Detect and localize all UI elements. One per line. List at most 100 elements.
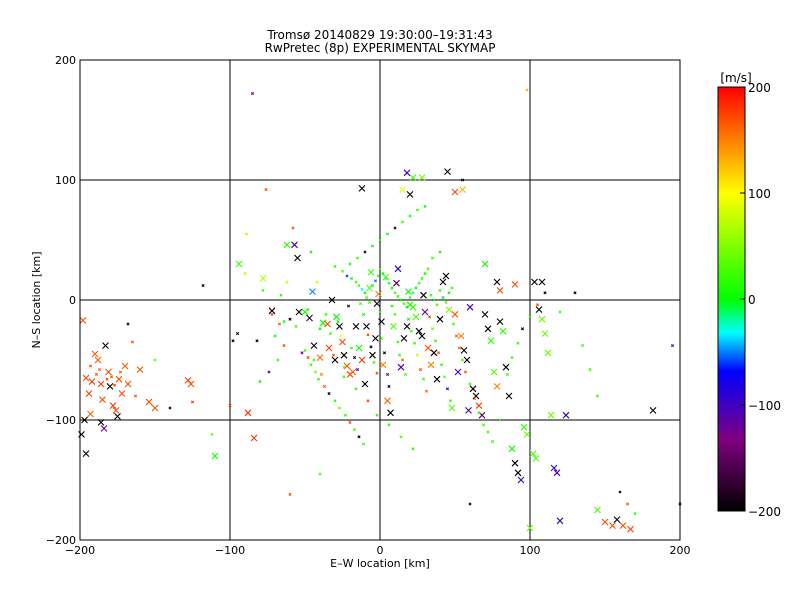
data-point-small-marker: [414, 286, 418, 290]
data-point-small-marker: [288, 492, 292, 496]
data-point-small-marker: [318, 327, 322, 331]
data-point-x-marker: [520, 423, 528, 431]
y-tick-label: 0: [69, 294, 76, 307]
data-point-small-marker: [516, 341, 520, 345]
data-point-small-marker: [427, 315, 432, 319]
colorbar-tick-label: 100: [748, 187, 771, 201]
data-point-small-marker: [460, 178, 465, 182]
data-point-small-marker: [595, 394, 600, 398]
data-point-x-marker: [463, 356, 471, 364]
data-point-small-marker: [243, 272, 247, 276]
data-point-small-marker: [255, 339, 259, 343]
data-point-small-marker: [309, 250, 313, 254]
data-point-small-marker: [441, 296, 445, 300]
data-point-small-marker: [375, 413, 379, 417]
data-point-x-marker: [496, 318, 504, 325]
data-point-small-marker: [420, 276, 424, 280]
data-point-small-marker: [357, 435, 361, 439]
data-point-small-marker: [327, 392, 331, 396]
data-point-small-marker: [126, 322, 130, 326]
data-point-x-marker: [82, 450, 90, 457]
data-point-x-marker: [87, 410, 94, 418]
data-point-small-marker: [535, 303, 540, 307]
data-point-small-marker: [447, 291, 451, 295]
data-point-small-marker: [369, 345, 373, 349]
data-point-x-marker: [460, 347, 468, 354]
data-point-small-marker: [400, 358, 405, 362]
data-point-small-marker: [588, 368, 592, 372]
data-point-small-marker: [403, 372, 408, 376]
data-point-small-marker: [355, 256, 360, 260]
data-point-small-marker: [361, 312, 366, 316]
data-point-small-marker: [358, 302, 363, 306]
data-point-small-marker: [618, 490, 622, 494]
data-point-x-marker: [594, 506, 601, 514]
data-point-small-marker: [430, 256, 435, 260]
data-point-small-marker: [481, 423, 486, 427]
data-point-small-marker: [390, 304, 394, 308]
data-point-x-marker: [100, 425, 108, 432]
data-point-small-marker: [349, 346, 354, 350]
data-point-small-marker: [285, 280, 289, 284]
data-point-x-marker: [481, 260, 489, 268]
data-point-small-marker: [505, 372, 510, 376]
data-point-x-marker: [421, 308, 429, 316]
data-point-x-marker: [538, 278, 546, 286]
data-point-small-marker: [385, 232, 390, 236]
data-point-small-marker: [288, 317, 292, 321]
data-point-x-marker: [511, 281, 519, 288]
data-point-x-marker: [529, 450, 537, 457]
y-tick-label: 100: [55, 174, 76, 187]
data-point-small-marker: [411, 291, 415, 295]
data-point-small-marker: [118, 370, 123, 374]
data-point-x-marker: [333, 313, 340, 321]
data-point-x-marker: [430, 349, 438, 357]
data-point-small-marker: [316, 377, 321, 381]
data-point-small-marker: [354, 387, 358, 391]
data-point-small-marker: [345, 274, 349, 278]
colorbar-tick-label: 200: [748, 81, 771, 95]
data-point-small-marker: [372, 360, 376, 364]
data-point-small-marker: [432, 298, 436, 302]
data-point-x-marker: [493, 278, 501, 286]
data-point-x-marker: [382, 273, 390, 281]
data-point-x-marker: [649, 407, 657, 414]
data-point-small-marker: [258, 380, 262, 384]
data-point-x-marker: [619, 522, 627, 529]
data-point-small-marker: [399, 435, 403, 439]
data-point-x-marker: [358, 185, 366, 192]
data-point-x-marker: [397, 363, 405, 371]
data-point-small-marker: [190, 400, 195, 404]
data-point-x-marker: [114, 413, 121, 420]
data-point-small-marker: [472, 396, 477, 400]
data-point-x-marker: [112, 407, 120, 414]
data-point-x-marker: [79, 317, 87, 324]
data-point-x-marker: [627, 525, 634, 533]
data-point-small-marker: [580, 344, 585, 348]
data-point-small-marker: [324, 312, 328, 316]
data-point-small-marker: [387, 423, 391, 427]
data-point-x-marker: [367, 269, 375, 276]
data-point-small-marker: [270, 312, 274, 316]
data-point-small-marker: [340, 269, 345, 273]
data-point-x-marker: [609, 522, 616, 529]
data-point-small-marker: [498, 418, 502, 422]
data-point-x-marker: [295, 308, 303, 316]
data-point-small-marker: [387, 384, 391, 388]
data-point-x-marker: [457, 332, 465, 340]
data-point-x-marker: [487, 337, 495, 345]
data-point-small-marker: [442, 375, 447, 379]
data-point-x-marker: [481, 311, 489, 318]
data-point-small-marker: [445, 387, 450, 391]
data-point-small-marker: [424, 389, 429, 393]
data-point-x-marker: [94, 356, 102, 364]
data-point-small-marker: [448, 399, 453, 403]
data-point-x-marker: [340, 351, 348, 359]
data-point-small-marker: [411, 447, 415, 451]
colorbar: [717, 86, 746, 512]
data-point-small-marker: [468, 382, 472, 386]
data-point-small-marker: [201, 284, 205, 288]
data-point-x-marker: [466, 303, 474, 311]
data-point-x-marker: [538, 315, 546, 323]
data-point-small-marker: [490, 440, 495, 444]
